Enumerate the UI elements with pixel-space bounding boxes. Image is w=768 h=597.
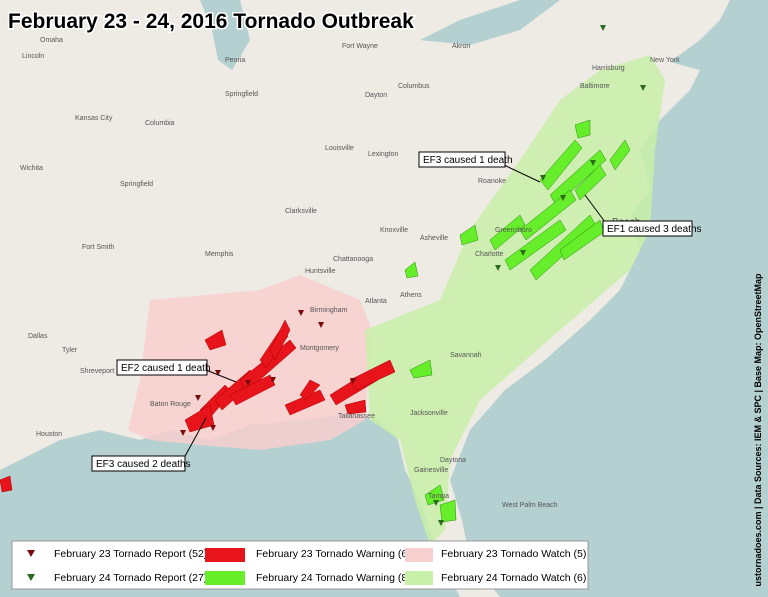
lake-michigan <box>200 0 250 70</box>
city-label: Daytona <box>440 457 466 464</box>
city-label: Springfield <box>120 181 153 188</box>
city-label: Atlanta <box>365 298 387 305</box>
annotation-box <box>91 455 186 472</box>
legend-label: February 23 Tornado Watch (5) <box>441 548 586 560</box>
city-label: Clarksville <box>285 208 317 215</box>
city-label: Columbia <box>145 120 175 127</box>
annotation: EF1 caused 3 deaths <box>607 224 702 235</box>
legend-label: February 23 Tornado Warning (60) <box>256 548 417 560</box>
city-label: Tampa <box>428 493 449 500</box>
legend-symbol <box>27 550 35 557</box>
city-label: Charlotte <box>475 251 504 258</box>
city-label: Tyler <box>62 347 78 354</box>
tornado-reports <box>180 25 646 526</box>
map-title: February 23 - 24, 2016 Tornado Outbreak <box>8 10 414 33</box>
city-label: Wichita <box>20 165 43 172</box>
city-label: West Palm Beach <box>502 502 558 509</box>
annotation-box <box>418 151 506 168</box>
city-label: Columbus <box>398 83 430 90</box>
city-label: Jacksonville <box>410 410 448 417</box>
feb24-warnings <box>404 119 631 523</box>
city-label: Chattanooga <box>333 256 373 263</box>
city-label: Baltimore <box>580 83 610 90</box>
city-label: Omaha <box>40 37 63 44</box>
legend-symbol <box>405 571 433 585</box>
city-label: Baton Rouge <box>150 401 191 408</box>
annotation: EF3 caused 1 death <box>423 155 513 166</box>
legend-label: February 24 Tornado Watch (6) <box>441 572 586 584</box>
legend-symbol <box>205 548 245 562</box>
annotation-box <box>116 359 208 376</box>
city-label: Huntsville <box>305 268 335 275</box>
city-label: Birmingham <box>310 307 348 314</box>
annotations: EF3 caused 1 death EF1 caused 3 deaths E… <box>91 151 702 472</box>
city-label: Dayton <box>365 92 387 99</box>
legend-box <box>11 540 589 590</box>
legend-label: February 24 Tornado Report (27) <box>54 572 207 584</box>
city-label: Knoxville <box>380 227 408 234</box>
annotation: EF3 caused 2 deaths <box>96 459 191 470</box>
city-label: Lexington <box>368 151 398 158</box>
city-label: Dallas <box>28 333 48 340</box>
annotation-leader <box>503 164 541 183</box>
city-label: New York <box>650 57 680 64</box>
legend-symbol <box>27 574 35 581</box>
legend-label: February 23 Tornado Report (52) <box>54 548 207 560</box>
city-label: Montgomery <box>300 345 339 352</box>
lake-erie <box>420 0 560 45</box>
annotation-leader <box>584 194 606 223</box>
legend-label: February 24 Tornado Warning (82) <box>256 572 417 584</box>
credit: ustornadoes.com | Data Sources: IEM & SP… <box>753 273 763 587</box>
feb23-warnings <box>0 319 396 493</box>
city-label: Springfield <box>225 91 258 98</box>
legend-symbol <box>205 571 245 585</box>
city-label: Louisville <box>325 145 354 152</box>
city-label: Houston <box>36 431 62 438</box>
city-label: Memphis <box>205 251 234 258</box>
city-label: Peoria <box>225 57 245 64</box>
annotation: EF2 caused 1 death <box>121 363 211 374</box>
city-label: Fort Wayne <box>342 43 378 50</box>
annotation-leader <box>205 369 237 383</box>
city-label: Athens <box>400 292 422 299</box>
annotation-box <box>602 220 693 237</box>
city-label: Kansas City <box>75 115 113 122</box>
city-label: Fort Smith <box>82 244 114 251</box>
legend: February 23 Tornado Report (52) February… <box>11 540 589 590</box>
city-label: Shreveport <box>80 368 114 375</box>
city-label: Asheville <box>420 235 448 242</box>
city-label: Akron <box>452 43 470 50</box>
annotation-leader <box>183 417 207 459</box>
city-label: Harrisburg <box>592 65 625 72</box>
city-label: Roanoke <box>478 178 506 185</box>
atlantic <box>450 0 768 597</box>
legend-symbol <box>405 548 433 562</box>
city-label: Gainesville <box>414 467 448 474</box>
city-labels: Omaha Lincoln Kansas City Columbia Springfie… <box>20 37 680 557</box>
city-label: Lincoln <box>22 53 44 60</box>
city-label: Tallahassee <box>338 413 375 420</box>
city-label: Savannah <box>450 352 482 359</box>
city-label: Greensboro <box>495 227 532 234</box>
